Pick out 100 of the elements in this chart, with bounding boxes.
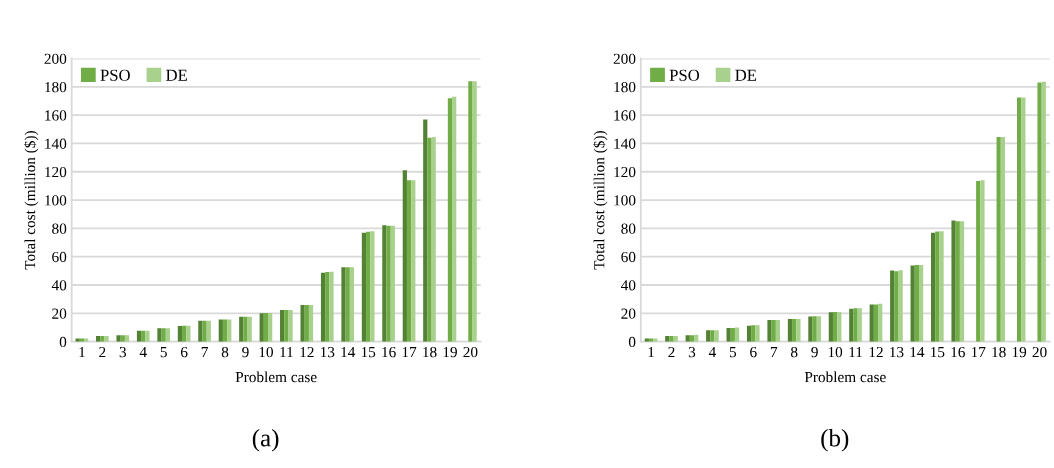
bar <box>939 231 944 342</box>
bar <box>161 328 166 342</box>
bar <box>849 308 854 342</box>
bar <box>308 304 314 342</box>
y-tick-label: 200 <box>44 53 67 64</box>
bar <box>767 320 772 342</box>
bar <box>325 271 330 342</box>
bar <box>263 313 269 342</box>
bar <box>345 267 350 342</box>
bar <box>734 327 740 342</box>
x-tick-label: 20 <box>1032 346 1047 358</box>
bar <box>341 267 346 342</box>
bar <box>996 137 1001 342</box>
bar <box>427 137 432 342</box>
x-tick-label: 13 <box>320 346 335 358</box>
text: (a) <box>252 428 279 452</box>
bar <box>812 316 817 342</box>
bar <box>792 318 797 342</box>
y-tick-label: 40 <box>620 280 636 291</box>
x-tick-label: 2 <box>99 346 106 358</box>
legend-label: DE <box>166 69 187 81</box>
bar <box>227 319 232 342</box>
bar <box>894 271 899 342</box>
x-tick-label: 3 <box>688 346 696 358</box>
x-tick-label: 7 <box>201 347 208 358</box>
legend-label: PSO <box>669 69 700 81</box>
bar <box>935 231 940 342</box>
x-axis-title: Problem case <box>235 371 317 383</box>
x-tick-label: 18 <box>423 346 437 358</box>
x-tick-label: 1 <box>79 347 85 358</box>
y-tick-label: 40 <box>51 280 67 291</box>
bar <box>165 328 171 342</box>
bar <box>710 330 715 342</box>
bar <box>468 81 473 342</box>
y-tick-label: 200 <box>613 53 636 64</box>
x-tick-label: 8 <box>221 346 229 358</box>
bar <box>910 265 915 342</box>
bar <box>284 310 289 342</box>
bar <box>730 327 735 342</box>
bar <box>157 328 162 342</box>
bar <box>828 312 833 342</box>
bar <box>366 231 371 342</box>
y-tick-label: 60 <box>52 251 67 263</box>
bar <box>288 310 293 342</box>
bar <box>406 180 412 342</box>
bar <box>873 304 879 342</box>
bar <box>1021 97 1026 342</box>
x-tick-label: 11 <box>280 347 293 358</box>
y-tick-label: 140 <box>45 138 67 149</box>
bar <box>206 320 211 342</box>
bar <box>320 272 326 342</box>
bar <box>1041 81 1046 342</box>
x-tick-label: 12 <box>300 346 314 358</box>
legend-label: PSO <box>100 69 130 81</box>
bar <box>775 320 781 342</box>
bar <box>1000 137 1005 342</box>
bar <box>808 316 813 342</box>
y-axis-title: Total cost (million ($)) <box>593 131 608 270</box>
bar <box>116 335 121 342</box>
bar <box>370 231 375 342</box>
y-tick-label: 100 <box>45 195 67 206</box>
bar <box>239 316 244 342</box>
y-tick-label: 100 <box>614 195 636 206</box>
bar <box>796 318 801 342</box>
bar <box>1037 82 1042 342</box>
bar <box>361 232 367 342</box>
bar <box>259 313 264 342</box>
x-tick-label: 13 <box>890 346 904 358</box>
x-tick-label: 10 <box>259 346 273 358</box>
bar <box>857 308 862 342</box>
bar <box>243 316 248 342</box>
x-tick-label: 19 <box>443 346 457 358</box>
y-tick-label: 160 <box>45 110 67 121</box>
bar <box>706 330 711 342</box>
bar <box>955 221 960 342</box>
bar <box>918 264 924 342</box>
bar <box>452 96 457 342</box>
bar <box>832 311 838 342</box>
x-tick-label: 7 <box>770 347 778 358</box>
bar <box>755 325 760 342</box>
bar <box>390 225 395 342</box>
x-tick-label: 6 <box>180 346 188 358</box>
x-tick-label: 12 <box>869 346 883 358</box>
x-tick-label: 9 <box>242 346 249 358</box>
bar <box>726 327 731 342</box>
bar <box>300 304 305 342</box>
y-tick-label: 180 <box>614 81 636 93</box>
x-tick-label: 19 <box>1012 346 1027 358</box>
x-tick-label: 6 <box>750 346 757 358</box>
y-tick-label: 160 <box>614 110 636 121</box>
x-tick-label: 8 <box>790 346 798 358</box>
bar <box>182 325 187 342</box>
bar <box>411 180 416 342</box>
y-tick-label: 80 <box>621 223 636 234</box>
bar <box>714 330 719 342</box>
y-axis-title: Total cost (million ($)) <box>24 131 39 270</box>
x-tick-label: 11 <box>849 347 862 358</box>
y-tick-label: 180 <box>45 81 67 93</box>
bar <box>914 264 919 342</box>
x-tick-label: 2 <box>668 346 675 358</box>
